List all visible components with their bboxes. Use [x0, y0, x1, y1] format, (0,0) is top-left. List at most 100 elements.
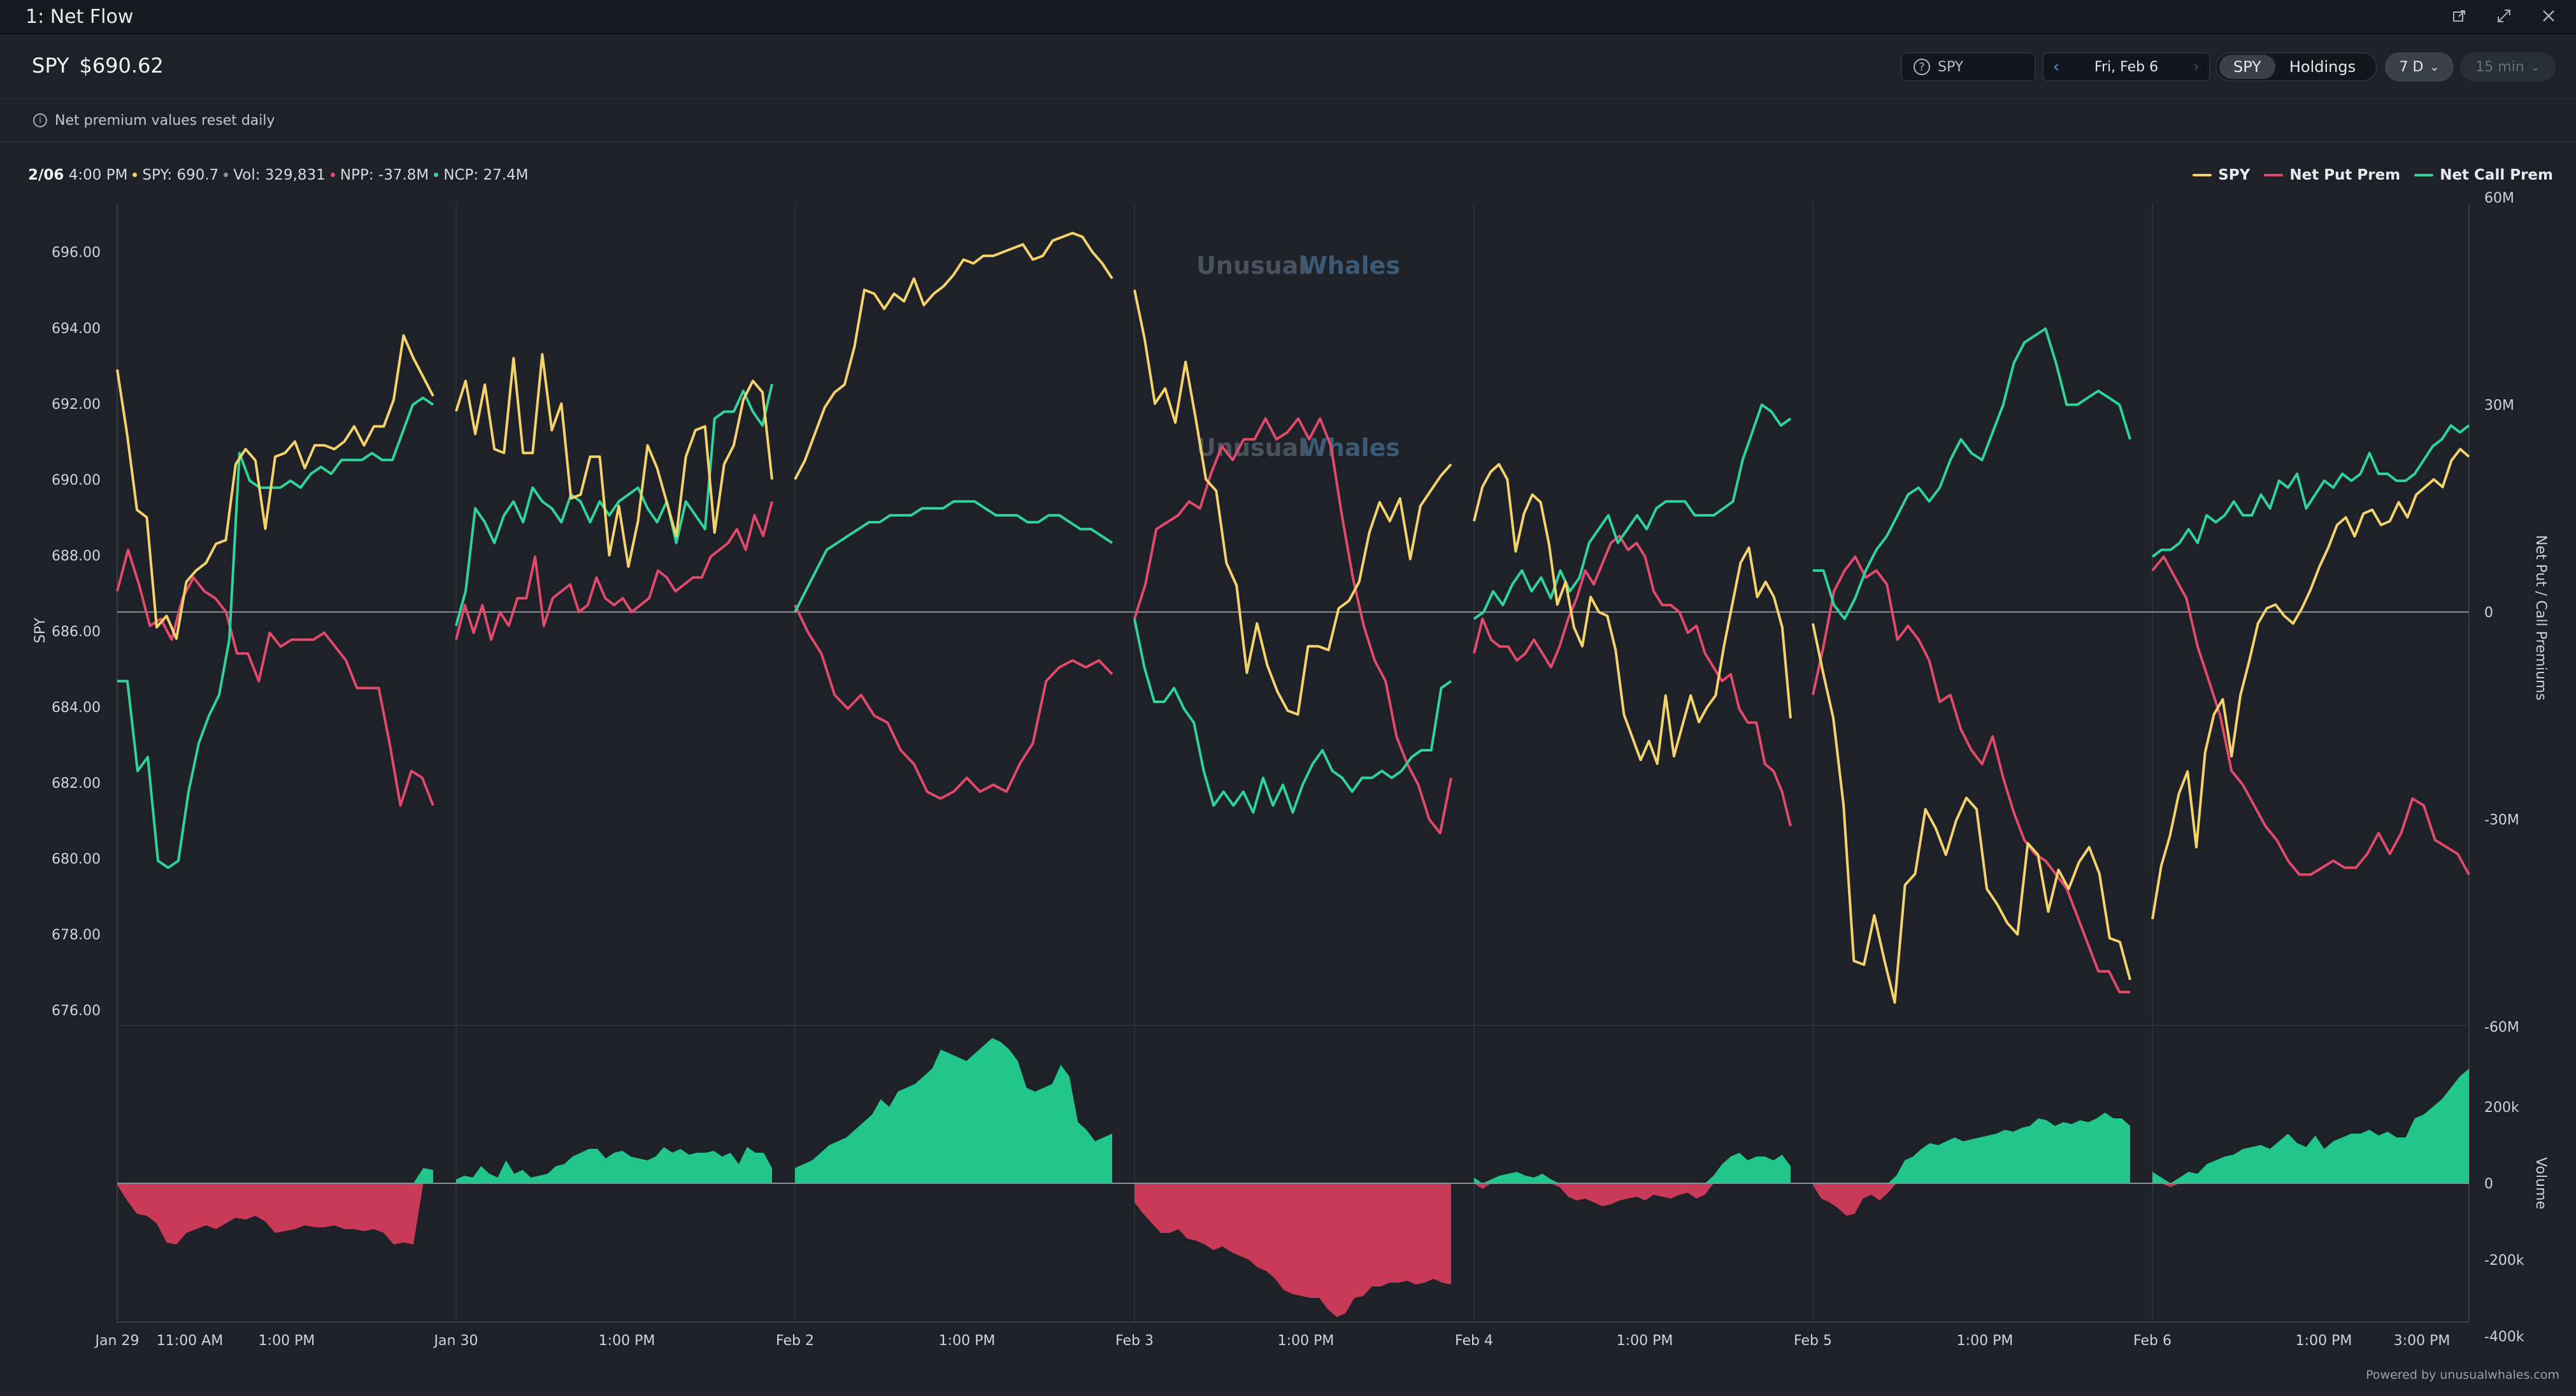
x-tick-label: Feb 5	[1794, 1333, 1832, 1349]
view-toggle: SPY Holdings	[2215, 52, 2377, 82]
y-left-tick-label: 694.00	[52, 321, 101, 337]
interval-label: 15 min	[2475, 59, 2524, 75]
x-tick-label: 1:00 PM	[939, 1333, 996, 1349]
call-swatch-icon	[2414, 174, 2434, 176]
legend-item-spy[interactable]: SPY	[2193, 167, 2250, 183]
interval-select[interactable]: 15 min ⌄	[2460, 52, 2556, 82]
crosshair-readout: 2/06 4:00 PM SPY: 690.7 Vol: 329,831 NPP: -…	[28, 167, 529, 183]
readout-spy: SPY: 690.7	[142, 167, 219, 183]
readout-vol: Vol: 329,831	[233, 167, 326, 183]
y-left-tick-label: 680.00	[52, 851, 101, 867]
net-call-premium-line	[1813, 327, 2131, 620]
x-tick-label: Feb 4	[1455, 1333, 1493, 1349]
watermark-text: Whales	[1301, 434, 1400, 462]
watermark-text: Unusual	[1196, 252, 1306, 280]
symbol-search-input[interactable]: ? SPY	[1901, 52, 2036, 82]
legend-label-put: Net Put Prem	[2289, 167, 2401, 183]
help-circle-icon: ?	[1914, 59, 1930, 75]
x-tick-label: Jan 30	[433, 1333, 478, 1349]
volume-tick-label: -400k	[2484, 1329, 2524, 1345]
net-put-premium-line	[794, 604, 1113, 800]
volume-area-negative	[117, 1183, 433, 1244]
footer-credit: Powered by unusualwhales.com	[2366, 1368, 2559, 1382]
ticker-quote: SPY $690.62	[32, 53, 164, 78]
toggle-spy[interactable]: SPY	[2219, 55, 2275, 79]
date-label[interactable]: Fri, Feb 6	[2094, 59, 2159, 75]
volume-area-positive	[795, 1038, 1112, 1183]
x-tick-label: 3:00 PM	[2394, 1333, 2451, 1349]
net-call-premium-line	[117, 396, 434, 869]
y-left-tick-label: 686.00	[52, 624, 101, 640]
x-tick-label: Feb 6	[2133, 1333, 2172, 1349]
volume-area-positive	[1813, 1113, 2130, 1183]
next-date-icon[interactable]: ›	[2193, 57, 2200, 76]
range-label: 7 D	[2399, 59, 2424, 75]
net-call-premium-line	[2151, 424, 2470, 558]
call-dot-icon	[434, 173, 439, 177]
y-right-tick-label: 60M	[2484, 191, 2514, 206]
spy-price-line	[794, 232, 1113, 480]
date-navigator: ‹ Fri, Feb 6 ›	[2042, 52, 2210, 82]
spy-dot-icon	[132, 173, 138, 177]
legend-item-net-put[interactable]: Net Put Prem	[2264, 167, 2400, 183]
y-left-axis-title: SPY	[32, 617, 48, 643]
x-tick-label: 1:00 PM	[259, 1333, 315, 1349]
spy-price-line	[2151, 448, 2470, 920]
readout-time: 4:00 PM	[68, 167, 128, 183]
legend-item-net-call[interactable]: Net Call Prem	[2414, 167, 2553, 183]
x-tick-label: Jan 29	[94, 1333, 140, 1349]
info-bar: i Net premium values reset daily	[0, 99, 2576, 143]
spy-swatch-icon	[2193, 174, 2212, 176]
readout-ncp: NCP: 27.4M	[443, 167, 529, 183]
volume-area-negative	[1134, 1183, 1451, 1317]
toggle-holdings[interactable]: Holdings	[2289, 58, 2356, 76]
chevron-down-icon: ⌄	[2530, 60, 2540, 74]
net-call-premium-line	[1133, 618, 1452, 814]
readout-date: 2/06	[28, 167, 64, 183]
info-icon: i	[33, 113, 47, 127]
y-right-tick-label: 30M	[2484, 398, 2514, 414]
chevron-down-icon: ⌄	[2429, 60, 2440, 74]
window-title: 1: Net Flow	[25, 5, 134, 28]
volume-tick-label: 200k	[2484, 1100, 2519, 1116]
net-put-premium-line	[116, 548, 434, 807]
spy-price-line	[1133, 289, 1452, 716]
net-put-premium-line	[2151, 555, 2470, 876]
volume-area-positive	[456, 1147, 772, 1183]
net-flow-chart[interactable]: UnusualWhalesUnusualWhales696.00694.0069…	[0, 191, 2576, 1350]
expand-icon[interactable]	[2493, 5, 2515, 27]
y-left-tick-label: 684.00	[52, 700, 101, 716]
watermark-text: Whales	[1301, 252, 1400, 280]
popout-icon[interactable]	[2449, 5, 2470, 27]
y-left-tick-label: 696.00	[52, 245, 101, 261]
volume-tick-label: 0	[2484, 1176, 2493, 1192]
x-tick-label: 1:00 PM	[1957, 1333, 2014, 1349]
y-left-tick-label: 676.00	[52, 1003, 101, 1019]
y-left-tick-label: 692.00	[52, 397, 101, 413]
previous-date-icon[interactable]: ‹	[2052, 57, 2060, 76]
ticker-price: $690.62	[79, 53, 164, 78]
watermark-text: Unusual	[1196, 434, 1306, 462]
net-call-premium-line	[1473, 403, 1792, 620]
volume-axis-title: Volume	[2533, 1157, 2549, 1209]
legend-label-call: Net Call Prem	[2440, 167, 2553, 183]
volume-area-positive	[1474, 1153, 1791, 1183]
readout-npp: NPP: -37.8M	[340, 167, 429, 183]
volume-area-negative	[1813, 1183, 2130, 1216]
y-left-tick-label: 690.00	[52, 473, 101, 488]
ticker-symbol: SPY	[32, 53, 69, 78]
spy-price-line	[455, 353, 773, 568]
net-put-premium-line	[1812, 555, 2130, 994]
x-tick-label: 11:00 AM	[157, 1333, 223, 1349]
spy-price-line	[1812, 623, 2131, 1004]
close-icon[interactable]	[2538, 5, 2559, 27]
x-tick-label: 1:00 PM	[1278, 1333, 1335, 1349]
put-dot-icon	[330, 173, 335, 177]
net-call-premium-line	[794, 500, 1113, 613]
volume-area-positive	[117, 1168, 433, 1183]
x-tick-label: 1:00 PM	[599, 1333, 655, 1349]
volume-area-positive	[2152, 1069, 2469, 1183]
spy-price-line	[1473, 463, 1792, 766]
range-select[interactable]: 7 D ⌄	[2385, 52, 2454, 82]
info-note: Net premium values reset daily	[55, 112, 275, 129]
